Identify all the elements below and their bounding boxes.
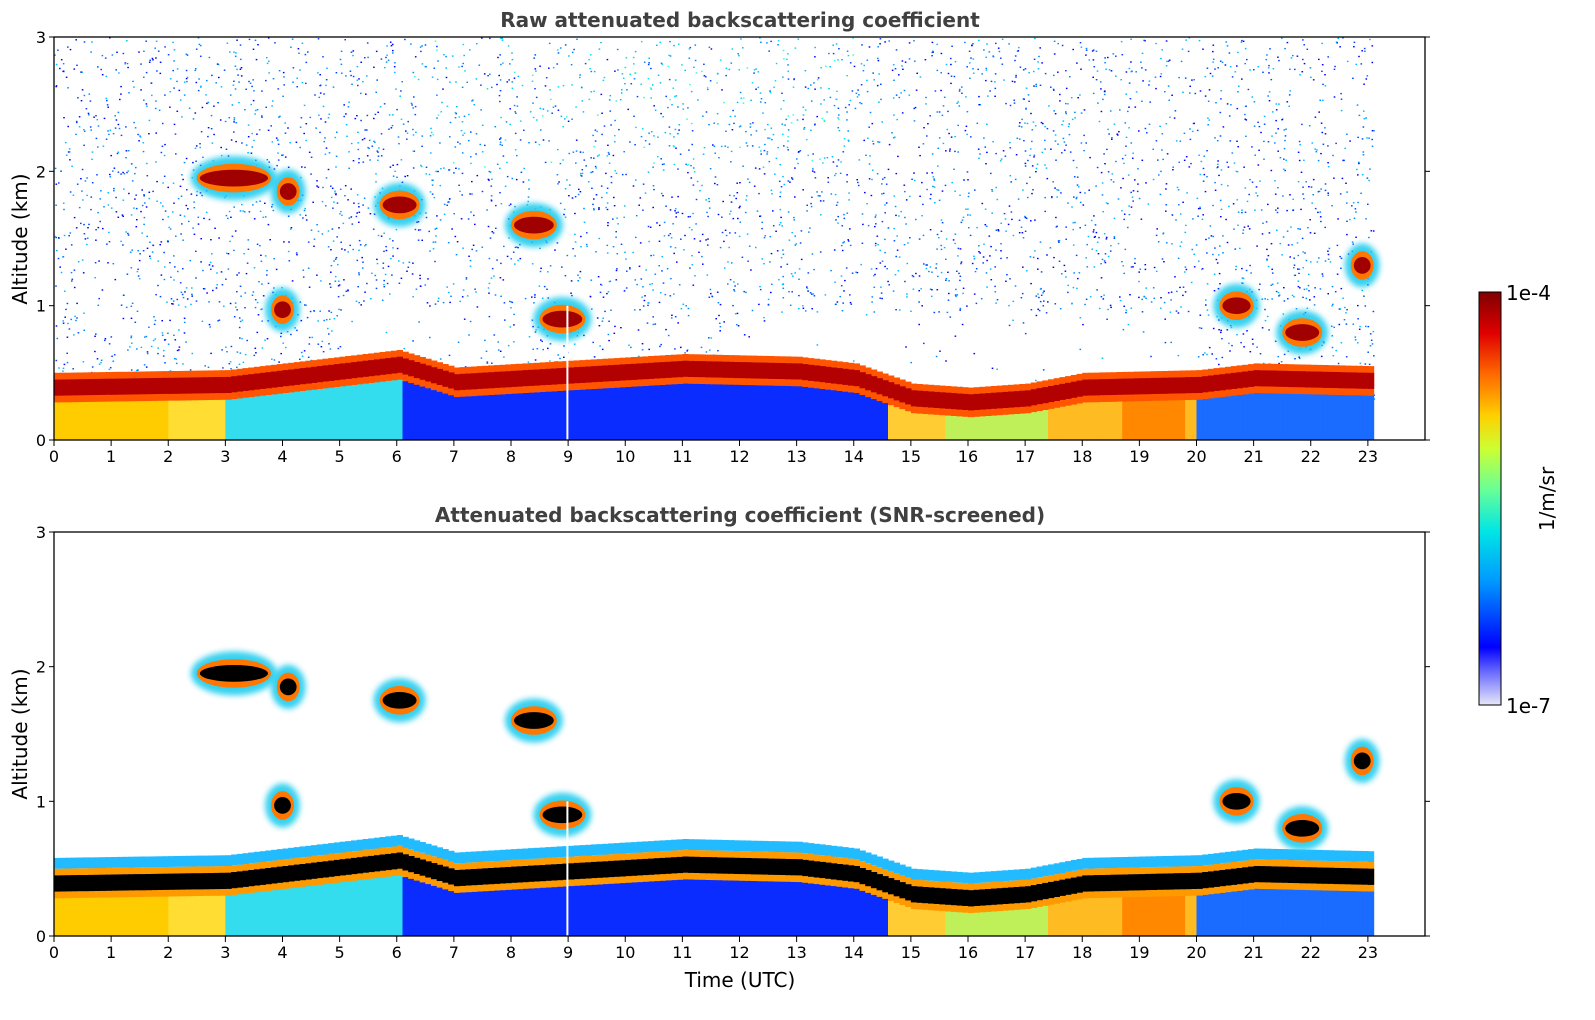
x-tick-label: 0	[49, 447, 59, 466]
x-tick-label: 12	[729, 447, 749, 466]
x-tick-label: 14	[844, 943, 864, 962]
panel2-title: Attenuated backscattering coefficient (S…	[435, 503, 1045, 527]
x-tick-label: 1	[106, 447, 116, 466]
y-tick-label: 1	[36, 297, 46, 316]
panel1-title: Raw attenuated backscattering coefficien…	[500, 8, 980, 32]
colorbar-min-label: 1e-7	[1506, 694, 1551, 718]
screened-backscatter-panel: Attenuated backscattering coefficient (S…	[8, 503, 1430, 992]
x-tick-label: 17	[1015, 943, 1035, 962]
y-tick-label: 2	[36, 162, 46, 181]
x-tick-label: 7	[449, 943, 459, 962]
x-tick-label: 2	[163, 943, 173, 962]
x-tick-label: 9	[563, 943, 573, 962]
panel1-bl-body	[54, 376, 1375, 440]
colorbar-label: 1/m/sr	[1535, 466, 1559, 531]
x-tick-label: 12	[729, 943, 749, 962]
panel1-bl-top	[54, 356, 1375, 411]
panel2-bl-edge	[54, 835, 1375, 884]
y-tick-label: 2	[36, 658, 46, 677]
x-tick-label: 13	[786, 447, 806, 466]
panel1-y-axis-label: Altitude (km)	[8, 173, 32, 304]
x-tick-label: 23	[1358, 943, 1378, 962]
x-tick-label: 22	[1301, 943, 1321, 962]
x-tick-label: 20	[1186, 447, 1206, 466]
x-tick-label: 8	[506, 447, 516, 466]
x-tick-label: 15	[901, 943, 921, 962]
x-tick-label: 22	[1301, 447, 1321, 466]
panel1-noise	[54, 37, 1376, 401]
panel1-heatmap	[54, 37, 1380, 440]
panel1-y-ticks: 0 1 2 3	[36, 28, 1430, 450]
x-tick-label: 13	[786, 943, 806, 962]
panel2-bl-body	[54, 872, 1375, 936]
panel2-y-axis-label: Altitude (km)	[8, 668, 32, 799]
x-tick-label: 3	[220, 943, 230, 962]
x-axis-label: Time (UTC)	[684, 968, 796, 992]
x-tick-label: 18	[1072, 943, 1092, 962]
y-tick-label: 3	[36, 28, 46, 47]
panel2-y-ticks: 0 1 2 3	[36, 523, 1430, 946]
panel1-clouds	[190, 156, 1380, 355]
panel2-heatmap	[54, 651, 1380, 936]
y-tick-label: 3	[36, 523, 46, 542]
x-tick-label: 6	[392, 943, 402, 962]
x-tick-label: 4	[277, 943, 287, 962]
x-tick-label: 1	[106, 943, 116, 962]
panel2-bl-top	[54, 852, 1375, 907]
x-tick-label: 14	[844, 447, 864, 466]
x-tick-label: 0	[49, 943, 59, 962]
x-tick-label: 11	[672, 447, 692, 466]
colorbar-gradient	[1478, 291, 1502, 706]
x-tick-label: 10	[615, 943, 635, 962]
x-tick-label: 3	[220, 447, 230, 466]
colorbar-max-label: 1e-4	[1506, 281, 1551, 305]
raw-backscatter-panel: Raw attenuated backscattering coefficien…	[8, 8, 1430, 466]
x-tick-label: 21	[1243, 447, 1263, 466]
x-tick-label: 21	[1243, 943, 1263, 962]
x-tick-label: 15	[901, 447, 921, 466]
x-tick-label: 6	[392, 447, 402, 466]
panel2-x-ticks: 0 1 2 3 4 5 6 7 8 9 10 11 12 13 14 15 16 17 18 19 20 21 22 23	[49, 936, 1378, 962]
x-tick-label: 16	[958, 943, 978, 962]
x-tick-label: 10	[615, 447, 635, 466]
x-tick-label: 7	[449, 447, 459, 466]
panel2-clouds	[190, 651, 1380, 851]
x-tick-label: 11	[672, 943, 692, 962]
x-tick-label: 2	[163, 447, 173, 466]
x-tick-label: 5	[335, 447, 345, 466]
y-tick-label: 0	[36, 431, 46, 450]
x-tick-label: 9	[563, 447, 573, 466]
x-tick-label: 8	[506, 943, 516, 962]
y-tick-label: 0	[36, 927, 46, 946]
x-tick-label: 19	[1129, 447, 1149, 466]
x-tick-label: 19	[1129, 943, 1149, 962]
y-tick-label: 1	[36, 792, 46, 811]
x-tick-label: 20	[1186, 943, 1206, 962]
x-tick-label: 4	[277, 447, 287, 466]
x-tick-label: 17	[1015, 447, 1035, 466]
x-tick-label: 23	[1358, 447, 1378, 466]
panel1-x-ticks: 0 1 2 3 4 5 6 7 8 9 10 11 12 13 14 15 16 17 18 19 20 21 22 23	[49, 440, 1378, 466]
x-tick-label: 5	[335, 943, 345, 962]
x-tick-label: 18	[1072, 447, 1092, 466]
x-tick-label: 16	[958, 447, 978, 466]
colorbar: 1e-4 1e-7 1/m/sr	[1478, 281, 1559, 718]
